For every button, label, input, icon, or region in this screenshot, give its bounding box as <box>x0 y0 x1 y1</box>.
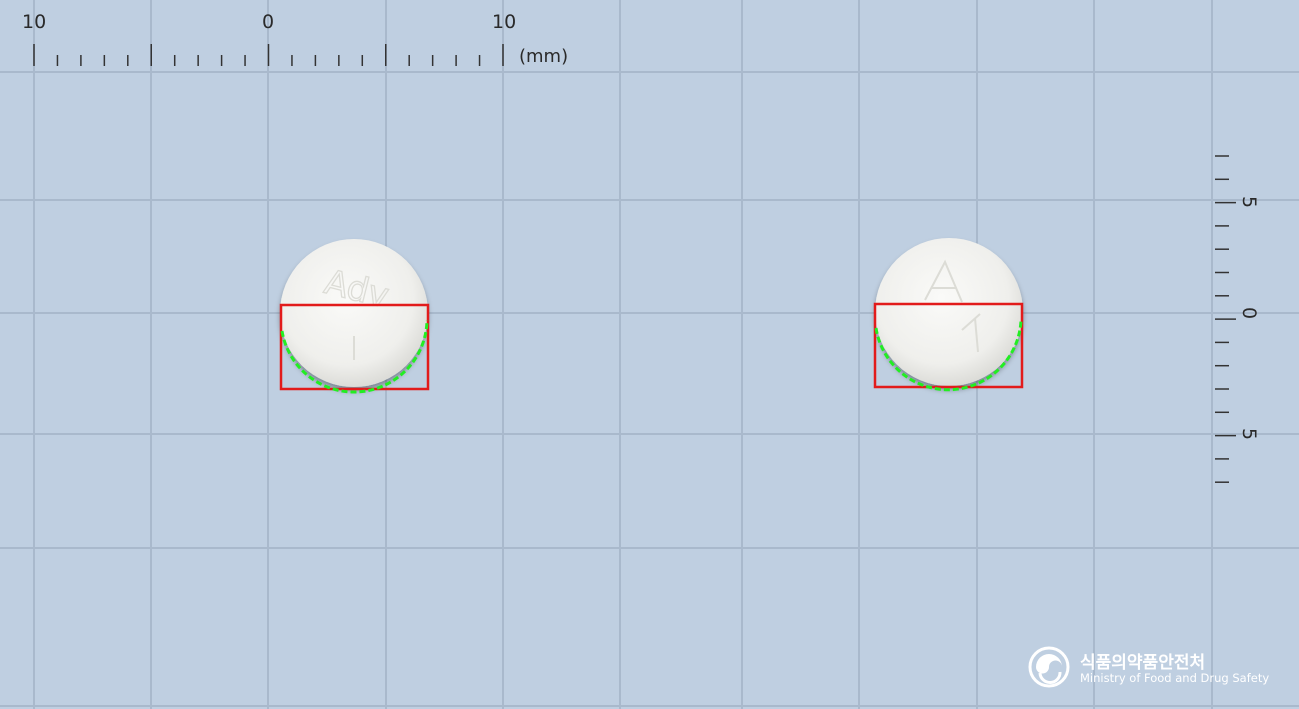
right-ruler <box>1215 155 1236 483</box>
right-tablet-bounding-box <box>873 302 1024 389</box>
top-ruler-label-right: 10 <box>492 11 516 33</box>
left-tablet-bounding-box <box>279 303 430 391</box>
top-ruler-label-left: 10 <box>22 11 46 33</box>
ministry-logo: 식품의약품안전처 Ministry of Food and Drug Safet… <box>1028 646 1278 690</box>
right-ruler-label-upper: 5 <box>1238 196 1260 208</box>
logo-korean-text: 식품의약품안전처 <box>1080 653 1206 673</box>
top-ruler-label-zero: 0 <box>262 11 274 33</box>
right-ruler-label-zero: 0 <box>1238 307 1260 319</box>
right-tablet <box>873 238 1024 392</box>
top-ruler <box>33 44 504 66</box>
right-tablet-edge-trace <box>874 320 1023 392</box>
left-tablet-edge-trace <box>280 319 429 394</box>
left-tablet: Adv <box>279 239 430 394</box>
logo-english-text: Ministry of Food and Drug Safety <box>1080 671 1270 685</box>
ruler-unit-label: (mm) <box>519 46 568 67</box>
right-ruler-label-lower: 5 <box>1238 428 1260 440</box>
taegeuk-swirl-icon <box>1028 646 1070 688</box>
right-tablet-imprint <box>924 259 981 353</box>
